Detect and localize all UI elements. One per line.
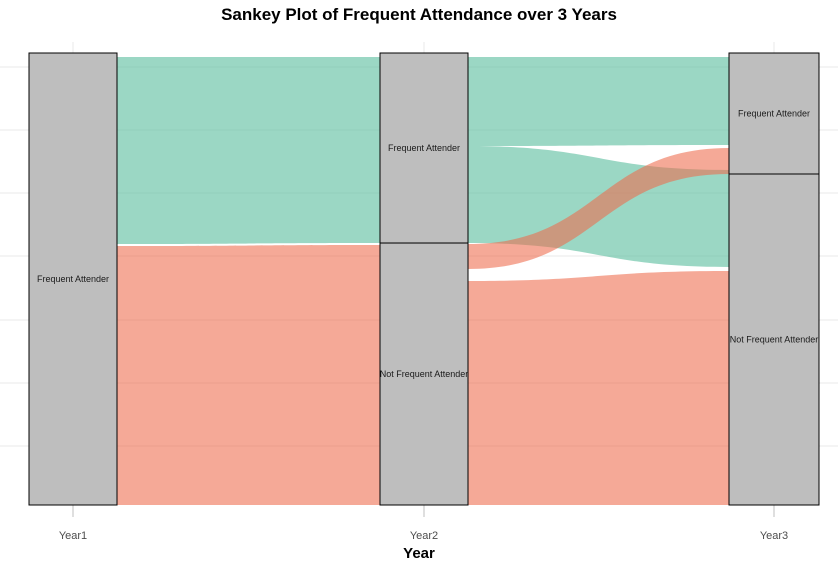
- stratum-label: Not Frequent Attender: [380, 369, 469, 379]
- x-tick-label-year2: Year2: [409, 530, 439, 542]
- stratum-label: Not Frequent Attender: [730, 335, 819, 345]
- stratum-label: Frequent Attender: [37, 274, 109, 284]
- flow-salmon: [468, 270, 729, 505]
- chart-title: Sankey Plot of Frequent Attendance over …: [221, 5, 617, 24]
- x-axis-title: Year: [403, 545, 435, 562]
- flow-salmon: [117, 245, 380, 506]
- x-tick-label-year1: Year1: [58, 530, 88, 542]
- stratum-box: [728, 173, 820, 506]
- stratum-label: Frequent Attender: [738, 109, 810, 119]
- stratum-box: [379, 242, 469, 506]
- stratum-label: Frequent Attender: [388, 143, 460, 153]
- stratum-box: [28, 52, 118, 506]
- flow-teal: [117, 56, 380, 245]
- x-tick-label-year3: Year3: [759, 530, 789, 542]
- stratum-box: [728, 52, 820, 175]
- flow-salmon: [468, 148, 729, 270]
- flow-teal: [468, 56, 729, 147]
